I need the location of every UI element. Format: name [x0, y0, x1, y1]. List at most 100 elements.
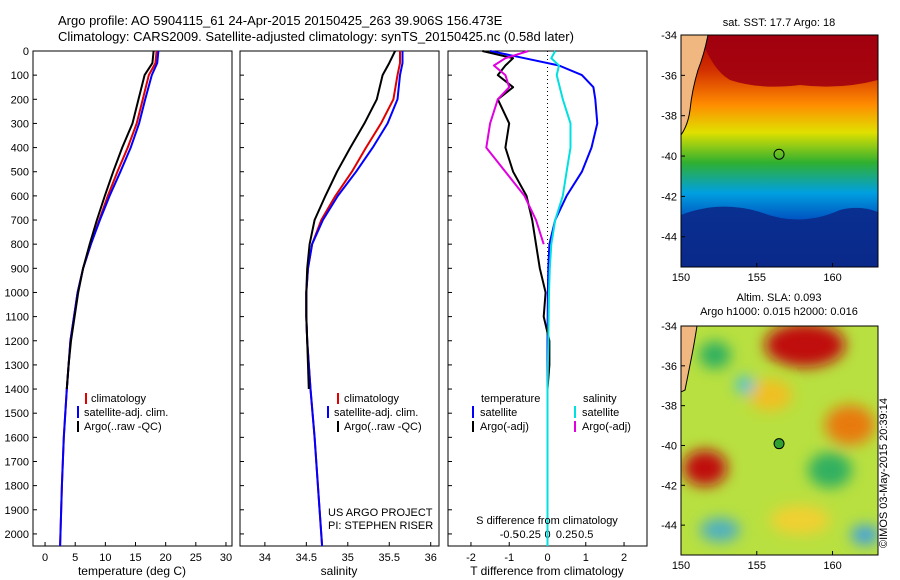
x-tick-label: -1 — [504, 552, 514, 564]
legend-label-satellite: satellite-adj. clim. — [334, 407, 418, 419]
lat-tick-label: -44 — [661, 520, 677, 532]
series-line-argo-raw-qc- — [65, 50, 155, 390]
sst-warm-core — [700, 35, 878, 87]
series-line-argo-raw-qc- — [305, 50, 396, 390]
x-tick-label: 35.5 — [379, 552, 400, 564]
imos-timestamp: ©IMOS 03-May-2015 20:39:14 — [878, 398, 890, 548]
s-tick-label: 0.5 — [578, 529, 593, 541]
legend-label-s-satellite: satellite — [582, 407, 619, 419]
sla-anomaly-high — [765, 326, 845, 367]
depth-tick-label: 1700 — [5, 456, 29, 468]
x-tick-label: 34 — [259, 552, 271, 564]
lon-tick-label: 155 — [748, 560, 766, 572]
x-tick-label: 20 — [160, 552, 172, 564]
salinity-panel-frame — [239, 50, 440, 547]
lat-tick-label: -36 — [661, 70, 677, 82]
depth-tick-label: 200 — [11, 94, 29, 106]
depth-tick-label: 600 — [11, 191, 29, 203]
x-tick-label: 15 — [129, 552, 141, 564]
lat-tick-label: -34 — [661, 30, 677, 42]
lon-tick-label: 160 — [823, 272, 841, 284]
depth-tick-label: 1900 — [5, 505, 29, 517]
sla-anomaly-mid — [825, 405, 875, 445]
salinity-xlabel: salinity — [321, 564, 358, 578]
legend-label-satellite: satellite-adj. clim. — [84, 407, 168, 419]
legend-label-climatology: climatology — [344, 393, 400, 405]
x-tick-label: 10 — [99, 552, 111, 564]
lon-tick-label: 155 — [748, 272, 766, 284]
difference-xlabel: T difference from climatology — [470, 564, 624, 578]
argo-position-marker — [773, 148, 785, 160]
sla-anomaly-low — [700, 518, 740, 542]
x-tick-label: 35 — [342, 552, 354, 564]
lat-tick-label: -36 — [661, 361, 677, 373]
legend-title-temperature: temperature — [481, 393, 540, 405]
sst-map: sat. SST: 17.7 Argo: 18 150 155 160 -34 -36 -… — [661, 17, 879, 284]
legend-label-argo: Argo(..raw -QC) — [344, 421, 422, 433]
depth-tick-label: 500 — [11, 167, 29, 179]
x-tick-label: 36 — [425, 552, 437, 564]
title-line-1: Argo profile: AO 5904115_61 24-Apr-2015 … — [58, 13, 503, 28]
sla-anomaly-high — [683, 450, 727, 486]
sla-anomaly-mid — [748, 379, 792, 411]
lat-tick-label: -40 — [661, 151, 677, 163]
series-line-satellite-adj-clim- — [305, 51, 404, 547]
x-tick-label: -2 — [466, 552, 476, 564]
pi-annotation: PI: STEPHEN RISER — [328, 520, 433, 532]
sla-anomaly-low — [736, 376, 754, 394]
sst-map-title: sat. SST: 17.7 Argo: 18 — [723, 17, 836, 29]
legend-label-argo: Argo(..raw -QC) — [84, 421, 162, 433]
series-line-satellite-adj-clim- — [59, 50, 160, 547]
depth-tick-label: 900 — [11, 263, 29, 275]
depth-tick-label: 2000 — [5, 529, 29, 541]
lon-tick-label: 150 — [672, 560, 690, 572]
depth-tick-label: 800 — [11, 239, 29, 251]
depth-tick-label: 1100 — [5, 312, 29, 324]
lat-tick-label: -42 — [661, 480, 677, 492]
sla-anomaly-low — [851, 525, 878, 545]
lon-tick-label: 160 — [823, 560, 841, 572]
depth-tick-label: 1000 — [5, 287, 29, 299]
sla-anomaly-mid — [770, 505, 830, 535]
series-line-t-argo-adj- — [482, 50, 551, 390]
series-line-s-satellite — [546, 50, 572, 546]
sla-map-title-1: Altim. SLA: 0.093 — [737, 292, 822, 304]
x-tick-label: 0 — [42, 552, 48, 564]
s-tick-label: -0.5 — [500, 529, 519, 541]
x-tick-label: 2 — [621, 552, 627, 564]
x-tick-label: 30 — [220, 552, 232, 564]
temperature-legend: climatology satellite-adj. clim. Argo(..… — [77, 393, 168, 433]
project-annotation: US ARGO PROJECT — [328, 507, 433, 519]
depth-tick-label: 0 — [23, 46, 29, 58]
x-tick-label: 34.5 — [296, 552, 317, 564]
depth-tick-label: 1800 — [5, 481, 29, 493]
x-tick-label: 25 — [190, 552, 202, 564]
lat-tick-label: -34 — [661, 321, 677, 333]
sst-cold-tongue — [681, 206, 878, 267]
depth-tick-label: 700 — [11, 215, 29, 227]
sst-land — [681, 35, 709, 136]
salinity-legend: climatology satellite-adj. clim. Argo(..… — [327, 393, 433, 532]
depth-tick-label: 1600 — [5, 432, 29, 444]
difference-legend: temperature salinity satellite Argo(-adj… — [472, 393, 631, 433]
s-tick-label: -0.25 — [516, 529, 541, 541]
lat-tick-label: -40 — [661, 440, 677, 452]
legend-label-s-argo: Argo(-adj) — [582, 421, 631, 433]
lat-tick-label: -38 — [661, 111, 677, 123]
depth-tick-label: 1300 — [5, 360, 29, 372]
depth-tick-label: 1500 — [5, 408, 29, 420]
sla-map-title-2: Argo h1000: 0.015 h2000: 0.016 — [700, 306, 858, 318]
legend-label-climatology: climatology — [91, 393, 147, 405]
lon-tick-label: 150 — [672, 272, 690, 284]
series-line-t-satellite — [489, 50, 599, 546]
difference-top-label: S difference from climatology — [476, 515, 618, 527]
argo-position-marker — [773, 438, 785, 450]
lat-tick-label: -44 — [661, 232, 677, 244]
series-line-climatology — [59, 50, 158, 547]
title-line-2: Climatology: CARS2009. Satellite-adjuste… — [58, 29, 574, 44]
sst-map-frame — [680, 34, 879, 268]
depth-tick-label: 400 — [11, 143, 29, 155]
x-tick-label: 1 — [583, 552, 589, 564]
x-tick-label: 5 — [72, 552, 78, 564]
sla-land — [681, 326, 698, 393]
